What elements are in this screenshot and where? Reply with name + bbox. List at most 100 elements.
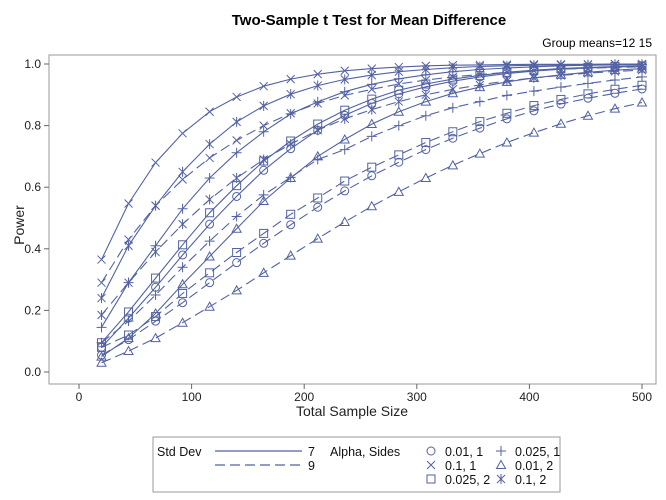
data-point <box>204 301 215 311</box>
legend-marker-square <box>426 474 436 484</box>
data-point <box>232 172 241 183</box>
series-line <box>101 88 643 356</box>
marker-x <box>151 201 160 211</box>
data-point <box>97 293 106 304</box>
marker-star <box>259 154 269 165</box>
data-point <box>340 66 350 76</box>
data-point <box>286 220 296 230</box>
series-line <box>101 76 643 344</box>
marker-circle <box>394 157 404 167</box>
data-point <box>367 64 377 73</box>
marker-circle <box>529 106 539 116</box>
marker-x <box>232 136 241 145</box>
series-9 <box>96 71 647 348</box>
marker-x <box>502 67 512 77</box>
data-point <box>340 91 350 100</box>
data-point <box>205 107 214 117</box>
marker-plus <box>393 120 404 131</box>
data-point <box>177 203 188 214</box>
marker-plus <box>231 147 242 158</box>
marker-x <box>529 66 539 76</box>
data-point <box>394 96 404 107</box>
marker-x <box>475 70 485 79</box>
data-point <box>420 172 432 182</box>
marker-circle <box>232 191 242 201</box>
marker-circle <box>448 133 458 143</box>
x-tick-label: 500 <box>632 390 652 404</box>
marker-triangle <box>339 216 351 227</box>
data-point <box>204 172 215 183</box>
data-point <box>178 128 187 138</box>
legend: Std Dev 7 9 Alpha, Sides 0.01, 1 0.025, … <box>152 436 561 493</box>
marker-triangle <box>150 332 161 343</box>
data-point <box>529 101 539 111</box>
data-point <box>502 67 512 77</box>
legend-stddev-title: Std Dev <box>157 445 202 459</box>
data-point <box>259 154 269 165</box>
marker-triangle <box>339 133 351 144</box>
marker-circle <box>259 238 269 248</box>
marker-square <box>529 101 539 111</box>
data-point <box>555 118 567 128</box>
marker-star <box>367 70 377 81</box>
marker-triangle <box>366 200 378 211</box>
data-point <box>150 290 161 300</box>
data-point <box>232 136 241 145</box>
series-11 <box>97 84 647 360</box>
x-tick-label: 100 <box>182 390 202 404</box>
marker-circle <box>313 202 323 212</box>
data-point <box>528 127 540 137</box>
data-point <box>124 335 134 345</box>
series-line <box>101 63 642 260</box>
data-point <box>205 153 214 163</box>
x-tick-label: 200 <box>294 390 314 404</box>
marker-star <box>529 72 539 83</box>
y-tick-label: 0.4 <box>24 242 41 256</box>
legend-alpha-item-3: 0.1, 1 <box>445 459 476 473</box>
data-point <box>610 84 620 94</box>
data-point <box>312 154 323 165</box>
marker-square <box>259 228 269 238</box>
marker-x <box>232 92 241 102</box>
marker-square <box>151 273 161 283</box>
data-point <box>447 87 459 98</box>
data-point <box>366 200 378 211</box>
marker-star <box>475 79 485 90</box>
marker-plus <box>150 290 161 300</box>
marker-x <box>340 91 350 100</box>
data-point <box>420 69 431 80</box>
marker-plus <box>366 131 377 142</box>
data-point <box>421 145 431 155</box>
data-point <box>502 114 512 124</box>
data-point <box>583 93 593 103</box>
data-point <box>340 176 350 186</box>
y-tick-label: 0.0 <box>24 365 41 379</box>
marker-star <box>232 116 241 127</box>
marker-star <box>610 66 620 77</box>
data-point <box>96 357 107 367</box>
series-group <box>96 59 648 367</box>
marker-plus <box>393 73 404 84</box>
marker-plus <box>312 154 323 165</box>
marker-triangle <box>96 351 107 361</box>
data-point <box>367 162 377 172</box>
marker-plus <box>528 86 539 97</box>
data-point <box>474 148 486 158</box>
marker-square <box>178 240 188 250</box>
marker-star <box>286 89 296 100</box>
marker-x <box>124 235 133 244</box>
data-point <box>475 117 485 127</box>
marker-plus <box>420 110 431 121</box>
marker-triangle <box>231 284 242 295</box>
marker-square <box>426 474 436 484</box>
data-point <box>178 166 187 177</box>
marker-circle <box>286 220 296 230</box>
data-point <box>421 138 431 148</box>
marker-triangle <box>528 127 540 137</box>
legend-alpha-item-2: 0.025, 1 <box>515 445 560 459</box>
marker-x <box>313 99 323 108</box>
marker-triangle <box>420 172 432 182</box>
data-point <box>286 74 296 84</box>
data-point <box>556 64 566 74</box>
marker-star <box>178 166 187 177</box>
